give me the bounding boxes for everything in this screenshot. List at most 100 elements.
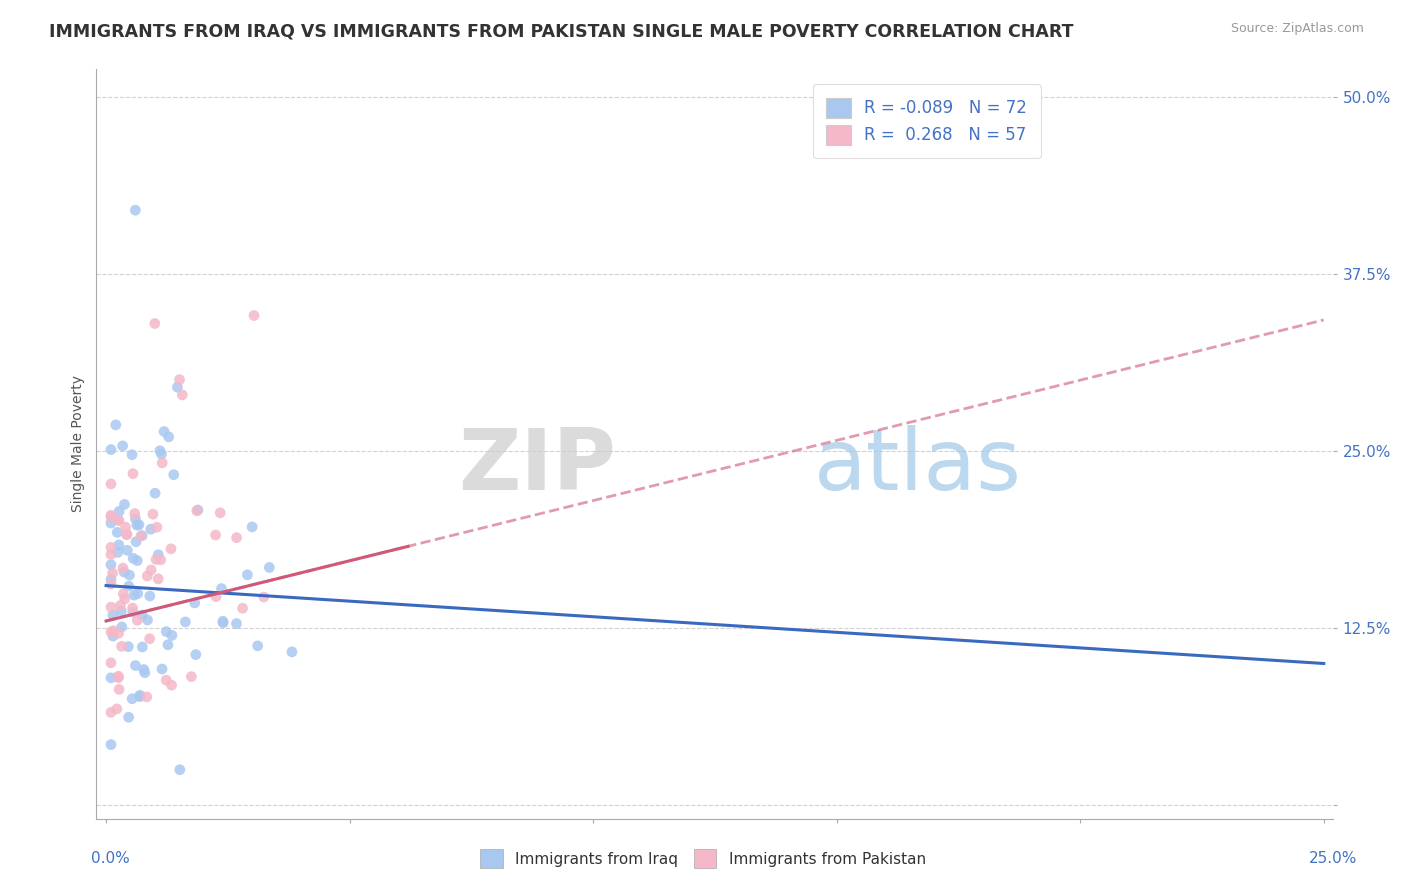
Point [243, 309, 266, 323]
Point [118, 568, 141, 582]
Point [105, 525, 128, 540]
Point [281, 645, 304, 659]
Point [148, 548, 170, 562]
Point [246, 639, 269, 653]
Point [160, 678, 183, 692]
Point [127, 586, 149, 600]
Point [107, 626, 129, 640]
Point [131, 608, 153, 623]
Point [143, 317, 166, 331]
Text: IMMIGRANTS FROM IRAQ VS IMMIGRANTS FROM PAKISTAN SINGLE MALE POVERTY CORRELATION: IMMIGRANTS FROM IRAQ VS IMMIGRANTS FROM … [49, 22, 1074, 40]
Point [100, 558, 122, 572]
Point [148, 572, 170, 586]
Point [107, 545, 129, 559]
Point [115, 527, 138, 541]
Point [150, 456, 173, 470]
Point [111, 620, 134, 634]
Point [174, 615, 197, 629]
Point [107, 669, 129, 683]
Point [108, 682, 131, 697]
Point [100, 476, 122, 491]
Point [172, 388, 194, 402]
Point [110, 599, 132, 613]
Point [101, 608, 124, 623]
Point [127, 553, 149, 567]
Point [138, 632, 160, 646]
Point [121, 601, 143, 615]
Point [153, 425, 176, 439]
Point [122, 588, 145, 602]
Point [100, 656, 122, 670]
Point [212, 614, 235, 628]
Point [112, 587, 135, 601]
Point [114, 520, 136, 534]
Point [100, 516, 122, 530]
Point [100, 508, 122, 523]
Point [122, 467, 145, 481]
Point [128, 689, 150, 703]
Point [122, 551, 145, 566]
Point [100, 573, 122, 587]
Point [124, 658, 146, 673]
Point [100, 600, 122, 615]
Point [157, 430, 180, 444]
Point [128, 517, 150, 532]
Point [121, 448, 143, 462]
Point [103, 624, 125, 638]
Point [155, 673, 177, 687]
Point [139, 589, 162, 603]
Point [117, 543, 139, 558]
Point [143, 486, 166, 500]
Point [209, 506, 232, 520]
Point [135, 690, 157, 704]
Point [160, 541, 183, 556]
Point [232, 601, 254, 615]
Point [108, 504, 131, 518]
Text: ZIP: ZIP [458, 425, 616, 508]
Point [139, 522, 162, 536]
Point [121, 691, 143, 706]
Point [150, 662, 173, 676]
Point [100, 442, 122, 457]
Point [136, 569, 159, 583]
Point [225, 531, 247, 545]
Point [127, 613, 149, 627]
Point [125, 518, 148, 533]
Point [180, 670, 202, 684]
Point [115, 527, 138, 541]
Point [117, 710, 139, 724]
Legend: R = -0.089   N = 72, R =  0.268   N = 57: R = -0.089 N = 72, R = 0.268 N = 57 [813, 85, 1040, 159]
Point [118, 579, 141, 593]
Point [114, 592, 136, 607]
Point [184, 648, 207, 662]
Point [100, 548, 122, 562]
Legend: Immigrants from Iraq, Immigrants from Pakistan: Immigrants from Iraq, Immigrants from Pa… [472, 841, 934, 875]
Point [129, 690, 152, 704]
Point [108, 538, 131, 552]
Point [253, 590, 276, 604]
Point [139, 563, 162, 577]
Point [160, 628, 183, 642]
Point [100, 706, 122, 720]
Point [149, 553, 172, 567]
Point [111, 640, 134, 654]
Point [107, 671, 129, 685]
Point [110, 604, 132, 618]
Point [107, 513, 129, 527]
Point [111, 439, 134, 453]
Text: 25.0%: 25.0% [1309, 851, 1357, 865]
Point [236, 567, 259, 582]
Point [183, 596, 205, 610]
Text: atlas: atlas [814, 425, 1022, 508]
Point [100, 738, 122, 752]
Point [100, 577, 122, 591]
Point [100, 541, 122, 555]
Point [124, 507, 146, 521]
Point [134, 665, 156, 680]
Point [163, 467, 186, 482]
Text: Source: ZipAtlas.com: Source: ZipAtlas.com [1230, 22, 1364, 36]
Point [112, 565, 135, 579]
Point [166, 380, 188, 394]
Point [211, 582, 233, 596]
Point [149, 443, 172, 458]
